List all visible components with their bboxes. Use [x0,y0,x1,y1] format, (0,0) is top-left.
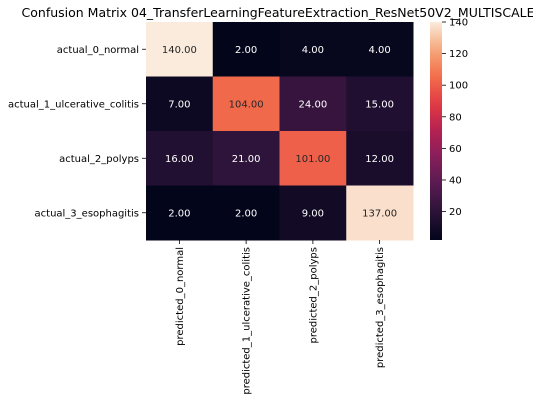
heatmap-cell [279,22,347,77]
cell-value-label: 15.00 [365,99,394,110]
heatmap-cell [146,185,214,241]
heatmap-cells: 140.00 2.00 4.00 4.00 7.00 104.00 24.00 15.00 16… [146,22,414,241]
row-label: actual_0_normal [57,45,139,56]
cell-value-label: 7.00 [168,99,190,110]
colorbar-tick-label: 80 [449,112,462,123]
colorbar-tick-label: 40 [449,175,462,186]
cell-value-label: 16.00 [165,154,194,165]
row-label: actual_3_esophagitis [35,208,139,219]
cell-value-label: 12.00 [365,154,394,165]
column-label: predicted_0_normal [175,247,186,346]
column-labels: predicted_0_normal predicted_1_ulcerative… [175,240,386,395]
cell-value-label: 9.00 [302,208,324,219]
cell-value-label: 140.00 [162,45,197,56]
heatmap-cell [146,76,214,132]
chart-title: Confusion Matrix 04_TransferLearningFeat… [22,5,533,20]
heatmap-cell [212,131,280,186]
cell-value-label: 4.00 [368,45,390,56]
row-label: actual_1_ulcerative_colitis [8,99,139,110]
heatmap-cell [279,131,347,186]
colorbar-tick-label: 20 [449,207,462,218]
colorbar-gradient [430,22,442,240]
column-label: predicted_2_polyps [308,247,319,344]
column-label: predicted_3_esophagitis [375,247,386,368]
cell-value-label: 2.00 [235,45,257,56]
cell-value-label: 101.00 [295,154,330,165]
cell-value-label: 24.00 [299,99,328,110]
cell-value-label: 104.00 [229,99,264,110]
heatmap-cell [146,131,214,186]
heatmap-cell [212,22,280,77]
cell-value-label: 2.00 [168,208,190,219]
heatmap-cell [212,185,280,241]
heatmap-cell [279,76,347,132]
heatmap-cell [346,185,414,241]
colorbar-tick-label: 120 [449,49,468,60]
colorbar: 20 40 60 80 100 120 140 [430,18,468,240]
heatmap-cell [346,131,414,186]
colorbar-tick-label: 140 [449,18,468,29]
cell-value-label: 137.00 [362,208,397,219]
heatmap-cell [279,185,347,241]
colorbar-tick-label: 100 [449,81,468,92]
heatmap-cell [146,22,214,77]
cell-value-label: 21.00 [232,154,261,165]
heatmap-cell [346,76,414,132]
row-label: actual_2_polyps [59,154,139,165]
cell-value-label: 2.00 [235,208,257,219]
column-label: predicted_1_ulcerative_colitis [242,247,253,395]
heatmap-cell [346,22,414,77]
colorbar-tick-label: 60 [449,144,462,155]
cell-value-label: 4.00 [302,45,324,56]
row-labels: actual_0_normal actual_1_ulcerative_colit… [8,45,146,219]
heatmap-cell [212,76,280,132]
